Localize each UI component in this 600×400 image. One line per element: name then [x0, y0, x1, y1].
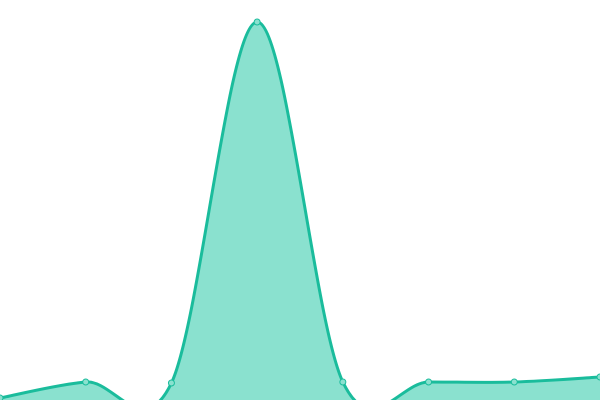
data-point-5	[425, 378, 433, 386]
data-point-7	[596, 373, 600, 381]
data-point-0	[0, 394, 4, 400]
data-point-1	[82, 378, 90, 386]
data-points	[0, 18, 600, 400]
series-line	[0, 20, 600, 400]
data-point-4	[339, 378, 347, 386]
data-point-3	[253, 18, 261, 26]
data-point-2	[167, 379, 175, 387]
data-point-6	[510, 378, 518, 386]
area-fill	[0, 22, 600, 400]
